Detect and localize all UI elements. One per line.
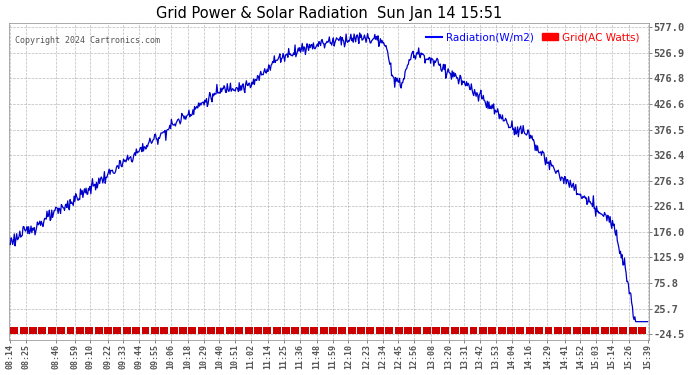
Bar	[554, 327, 562, 334]
Bar	[104, 327, 112, 334]
Bar	[254, 327, 262, 334]
Bar	[235, 327, 243, 334]
Bar	[432, 327, 440, 334]
Bar	[86, 327, 93, 334]
Bar	[638, 327, 647, 334]
Bar	[329, 327, 337, 334]
Bar	[395, 327, 402, 334]
Bar	[264, 327, 271, 334]
Bar	[282, 327, 290, 334]
Bar	[48, 327, 56, 334]
Bar	[207, 327, 215, 334]
Bar	[151, 327, 159, 334]
Bar	[497, 327, 506, 334]
Bar	[95, 327, 103, 334]
Bar	[188, 327, 197, 334]
Bar	[620, 327, 627, 334]
Bar	[123, 327, 130, 334]
Bar	[479, 327, 487, 334]
Bar	[601, 327, 609, 334]
Bar	[198, 327, 206, 334]
Bar	[442, 327, 449, 334]
Bar	[535, 327, 543, 334]
Bar	[423, 327, 431, 334]
Bar	[582, 327, 590, 334]
Bar	[348, 327, 355, 334]
Bar	[544, 327, 553, 334]
Title: Grid Power & Solar Radiation  Sun Jan 14 15:51: Grid Power & Solar Radiation Sun Jan 14 …	[156, 6, 502, 21]
Bar	[160, 327, 168, 334]
Bar	[489, 327, 496, 334]
Bar	[19, 327, 28, 334]
Bar	[516, 327, 524, 334]
Bar	[273, 327, 281, 334]
Bar	[170, 327, 177, 334]
Bar	[526, 327, 534, 334]
Bar	[460, 327, 468, 334]
Bar	[413, 327, 422, 334]
Legend: Radiation(W/m2), Grid(AC Watts): Radiation(W/m2), Grid(AC Watts)	[422, 28, 644, 46]
Text: Copyright 2024 Cartronics.com: Copyright 2024 Cartronics.com	[15, 36, 160, 45]
Bar	[244, 327, 253, 334]
Bar	[591, 327, 600, 334]
Bar	[310, 327, 318, 334]
Bar	[357, 327, 365, 334]
Bar	[563, 327, 571, 334]
Bar	[376, 327, 384, 334]
Bar	[10, 327, 18, 334]
Bar	[404, 327, 412, 334]
Bar	[57, 327, 65, 334]
Bar	[141, 327, 150, 334]
Bar	[385, 327, 393, 334]
Bar	[451, 327, 459, 334]
Bar	[76, 327, 84, 334]
Bar	[366, 327, 375, 334]
Bar	[507, 327, 515, 334]
Bar	[573, 327, 580, 334]
Bar	[66, 327, 75, 334]
Bar	[29, 327, 37, 334]
Bar	[629, 327, 637, 334]
Bar	[469, 327, 477, 334]
Bar	[217, 327, 224, 334]
Bar	[291, 327, 299, 334]
Bar	[319, 327, 328, 334]
Bar	[179, 327, 187, 334]
Bar	[301, 327, 309, 334]
Bar	[132, 327, 140, 334]
Bar	[226, 327, 234, 334]
Bar	[338, 327, 346, 334]
Bar	[113, 327, 121, 334]
Bar	[39, 327, 46, 334]
Bar	[610, 327, 618, 334]
